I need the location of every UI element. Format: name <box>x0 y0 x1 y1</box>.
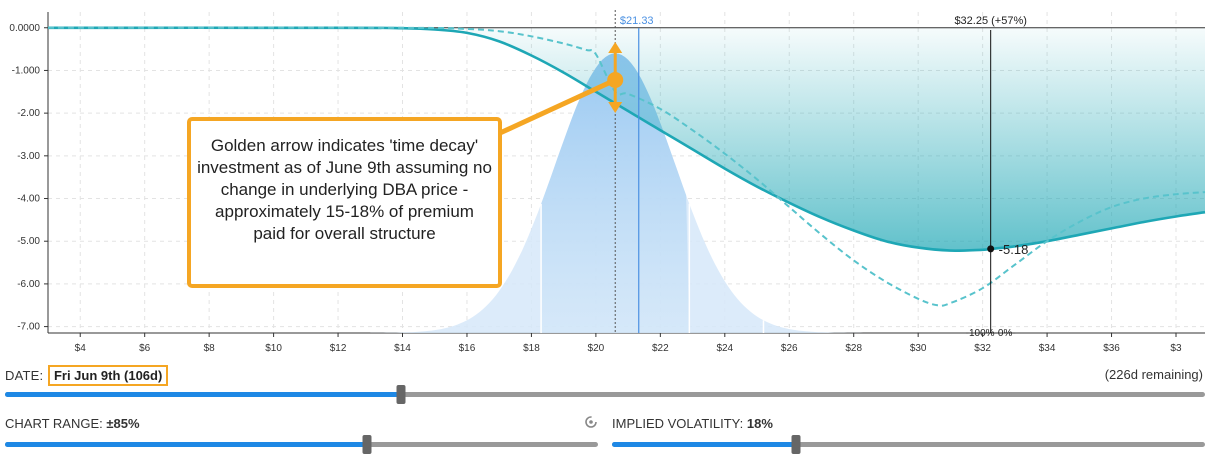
reset-icon[interactable] <box>584 415 598 429</box>
y-axis: 0.0000 -1.000 -2.00 -3.00 -4.00 -5.00 -6.00 -7.… <box>9 12 49 333</box>
chart-range-label: CHART RANGE: <box>5 416 103 431</box>
date-value[interactable]: Fri Jun 9th (106d) <box>47 365 169 386</box>
pnl-lines <box>47 26 1206 307</box>
x-axis: $4 $6 $8 $10 $12 $14 $16 $18 $20 $22 $24 $26 $28 $30 $… <box>48 332 1205 354</box>
y-tick-label: -5.00 <box>17 236 40 247</box>
x-tick-label: $28 <box>845 343 862 354</box>
y-tick-label: -3.00 <box>17 151 40 162</box>
annotation-callout: Golden arrow indicates 'time decay' inve… <box>187 42 624 288</box>
golden-arrow-down-icon <box>608 102 623 113</box>
y-tick-label: -2.00 <box>17 108 40 119</box>
x-tick-label: $16 <box>459 343 476 354</box>
y-tick-label: -4.00 <box>17 194 40 205</box>
x-tick-label: $18 <box>523 343 540 354</box>
x-tick-label: $10 <box>265 343 282 354</box>
x-tick-label: $24 <box>716 343 733 354</box>
x-tick-label: $12 <box>330 343 347 354</box>
current-price-label: $21.33 <box>620 15 654 27</box>
loss-area <box>48 27 1205 251</box>
y-tick-label: 0.0000 <box>9 23 40 34</box>
x-tick-label: $8 <box>204 343 216 354</box>
expiration-pnl-line <box>47 26 1206 307</box>
date-control: DATE: Fri Jun 9th (106d) <box>5 365 169 386</box>
callout-connector <box>498 77 617 136</box>
golden-arrow-up-icon <box>608 42 623 53</box>
iv-slider-thumb[interactable] <box>791 435 801 454</box>
y-tick-label: -7.00 <box>17 322 40 333</box>
callout-text-container: Golden arrow indicates 'time decay' inve… <box>197 136 492 243</box>
iv-value: 18% <box>746 416 773 431</box>
y-tick-label: -6.00 <box>17 279 40 290</box>
date-slider[interactable] <box>5 385 1205 404</box>
date-slider-thumb[interactable] <box>396 385 406 404</box>
x-tick-label: $22 <box>652 343 669 354</box>
x-tick-label: $6 <box>139 343 151 354</box>
callout-box <box>187 117 502 288</box>
days-remaining: (226d remaining) <box>1104 367 1203 382</box>
chart-range-value: ±85% <box>106 416 140 431</box>
x-tick-label: $20 <box>588 343 605 354</box>
target-axis-label: -100%-0%- <box>966 328 1016 339</box>
chart-range-slider[interactable] <box>5 435 598 454</box>
controls-panel: DATE: Fri Jun 9th (106d) (226d remaining… <box>0 355 1215 461</box>
golden-arrow-dot <box>607 72 624 88</box>
iv-control: IMPLIED VOLATILITY: 18% <box>612 416 773 431</box>
iv-label: IMPLIED VOLATILITY: <box>612 416 744 431</box>
x-tick-label: $30 <box>910 343 927 354</box>
iv-slider-fill <box>612 442 796 447</box>
x-tick-label: $26 <box>781 343 798 354</box>
chart-range-control: CHART RANGE: ±85% <box>5 416 140 431</box>
y-tick-label: -1.000 <box>12 65 41 76</box>
x-tick-label: $4 <box>75 343 87 354</box>
chart-markers: $21.33 $32.25 (+57%) -5.18 -100%-0%- <box>614 10 1029 339</box>
date-slider-fill <box>5 392 401 397</box>
chart-range-slider-thumb[interactable] <box>362 435 372 454</box>
date-label: DATE: <box>5 368 44 383</box>
target-price-label: $32.25 (+57%) <box>954 15 1026 27</box>
target-value-label: -5.18 <box>999 242 1029 257</box>
chart-range-slider-fill <box>5 442 367 447</box>
x-tick-label: $3 <box>1170 343 1182 354</box>
x-tick-label: $36 <box>1103 343 1120 354</box>
pnl-chart[interactable]: 0.0000 -1.000 -2.00 -3.00 -4.00 -5.00 -6.00 -7.… <box>0 0 1215 355</box>
callout-text: Golden arrow indicates 'time decay' inve… <box>197 136 492 243</box>
iv-slider[interactable] <box>612 435 1205 454</box>
x-tick-label: $14 <box>394 343 411 354</box>
target-value-point <box>987 245 995 253</box>
x-tick-label: $32 <box>974 343 991 354</box>
x-tick-label: $34 <box>1039 343 1056 354</box>
